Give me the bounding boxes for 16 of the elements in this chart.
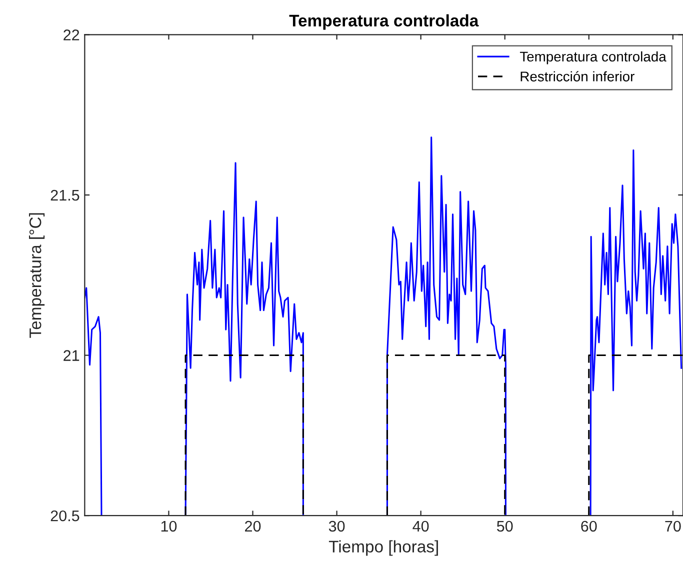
legend-label: Restricción inferior: [520, 71, 634, 82]
x-tick-label: 20: [245, 520, 261, 532]
x-tick-label: 10: [161, 520, 177, 532]
x-tick-label: 30: [328, 520, 345, 532]
x-tick-label: 70: [665, 520, 681, 532]
x-tick-label: 50: [496, 520, 513, 532]
legend-label: Temperatura controlada: [520, 51, 666, 64]
x-tick-label: 40: [412, 520, 429, 532]
y-axis-title: Temperatura [°C]: [29, 213, 45, 338]
x-tick-label: 60: [581, 520, 597, 532]
y-tick-label: 21.5: [50, 190, 80, 201]
y-tick-label: 22: [64, 30, 80, 40]
x-axis-title: Tiempo [horas]: [328, 540, 438, 556]
y-tick-label: 21: [64, 350, 80, 361]
chart-title: Temperatura controlada: [289, 14, 479, 30]
y-tick-label: 20.5: [50, 510, 80, 522]
